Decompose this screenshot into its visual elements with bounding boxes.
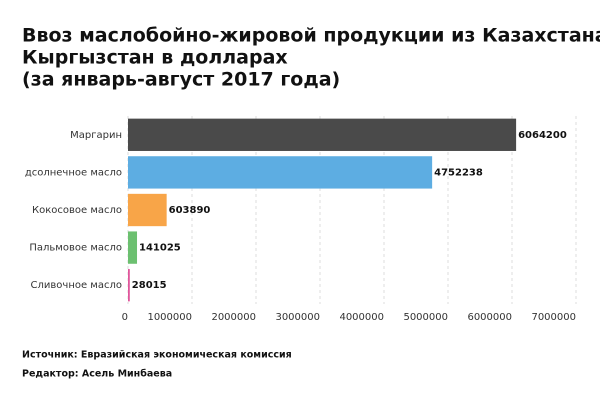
x-tick-label: 7000000 — [531, 312, 576, 323]
x-tick-label: 0 — [122, 312, 128, 323]
bar — [128, 118, 517, 151]
bar — [128, 156, 433, 189]
x-tick-label: 4000000 — [339, 312, 384, 323]
value-label: 4752238 — [434, 167, 483, 178]
source-note: Источник: Евразийская экономическая коми… — [22, 350, 292, 361]
y-tick-label: Сливочное масло — [31, 280, 122, 291]
chart-title: Кыргызстан в долларах — [22, 47, 288, 69]
y-tick-label: Кокосовое масло — [32, 205, 122, 216]
x-tick-label: 6000000 — [467, 312, 512, 323]
bar — [128, 269, 130, 302]
x-tick-label: 2000000 — [211, 312, 256, 323]
value-label: 28015 — [132, 280, 167, 291]
value-label: 141025 — [139, 243, 181, 254]
bar — [128, 231, 138, 264]
bar — [128, 193, 167, 227]
value-label: 6064200 — [518, 130, 567, 141]
chart-title: (за январь-август 2017 года) — [22, 69, 340, 91]
x-tick-label: 3000000 — [275, 312, 320, 323]
y-tick-label: Маргарин — [70, 130, 122, 141]
x-tick-label: 1000000 — [147, 312, 192, 323]
y-tick-label: дсолнечное масло — [25, 167, 122, 178]
x-tick-label: 5000000 — [403, 312, 448, 323]
editor-note: Редактор: Асель Минбаева — [22, 369, 172, 380]
y-tick-label: Пальмовое масло — [29, 243, 122, 254]
value-label: 603890 — [169, 205, 211, 216]
chart-title: Ввоз маслобойно-жировой продукции из Каз… — [22, 25, 600, 47]
